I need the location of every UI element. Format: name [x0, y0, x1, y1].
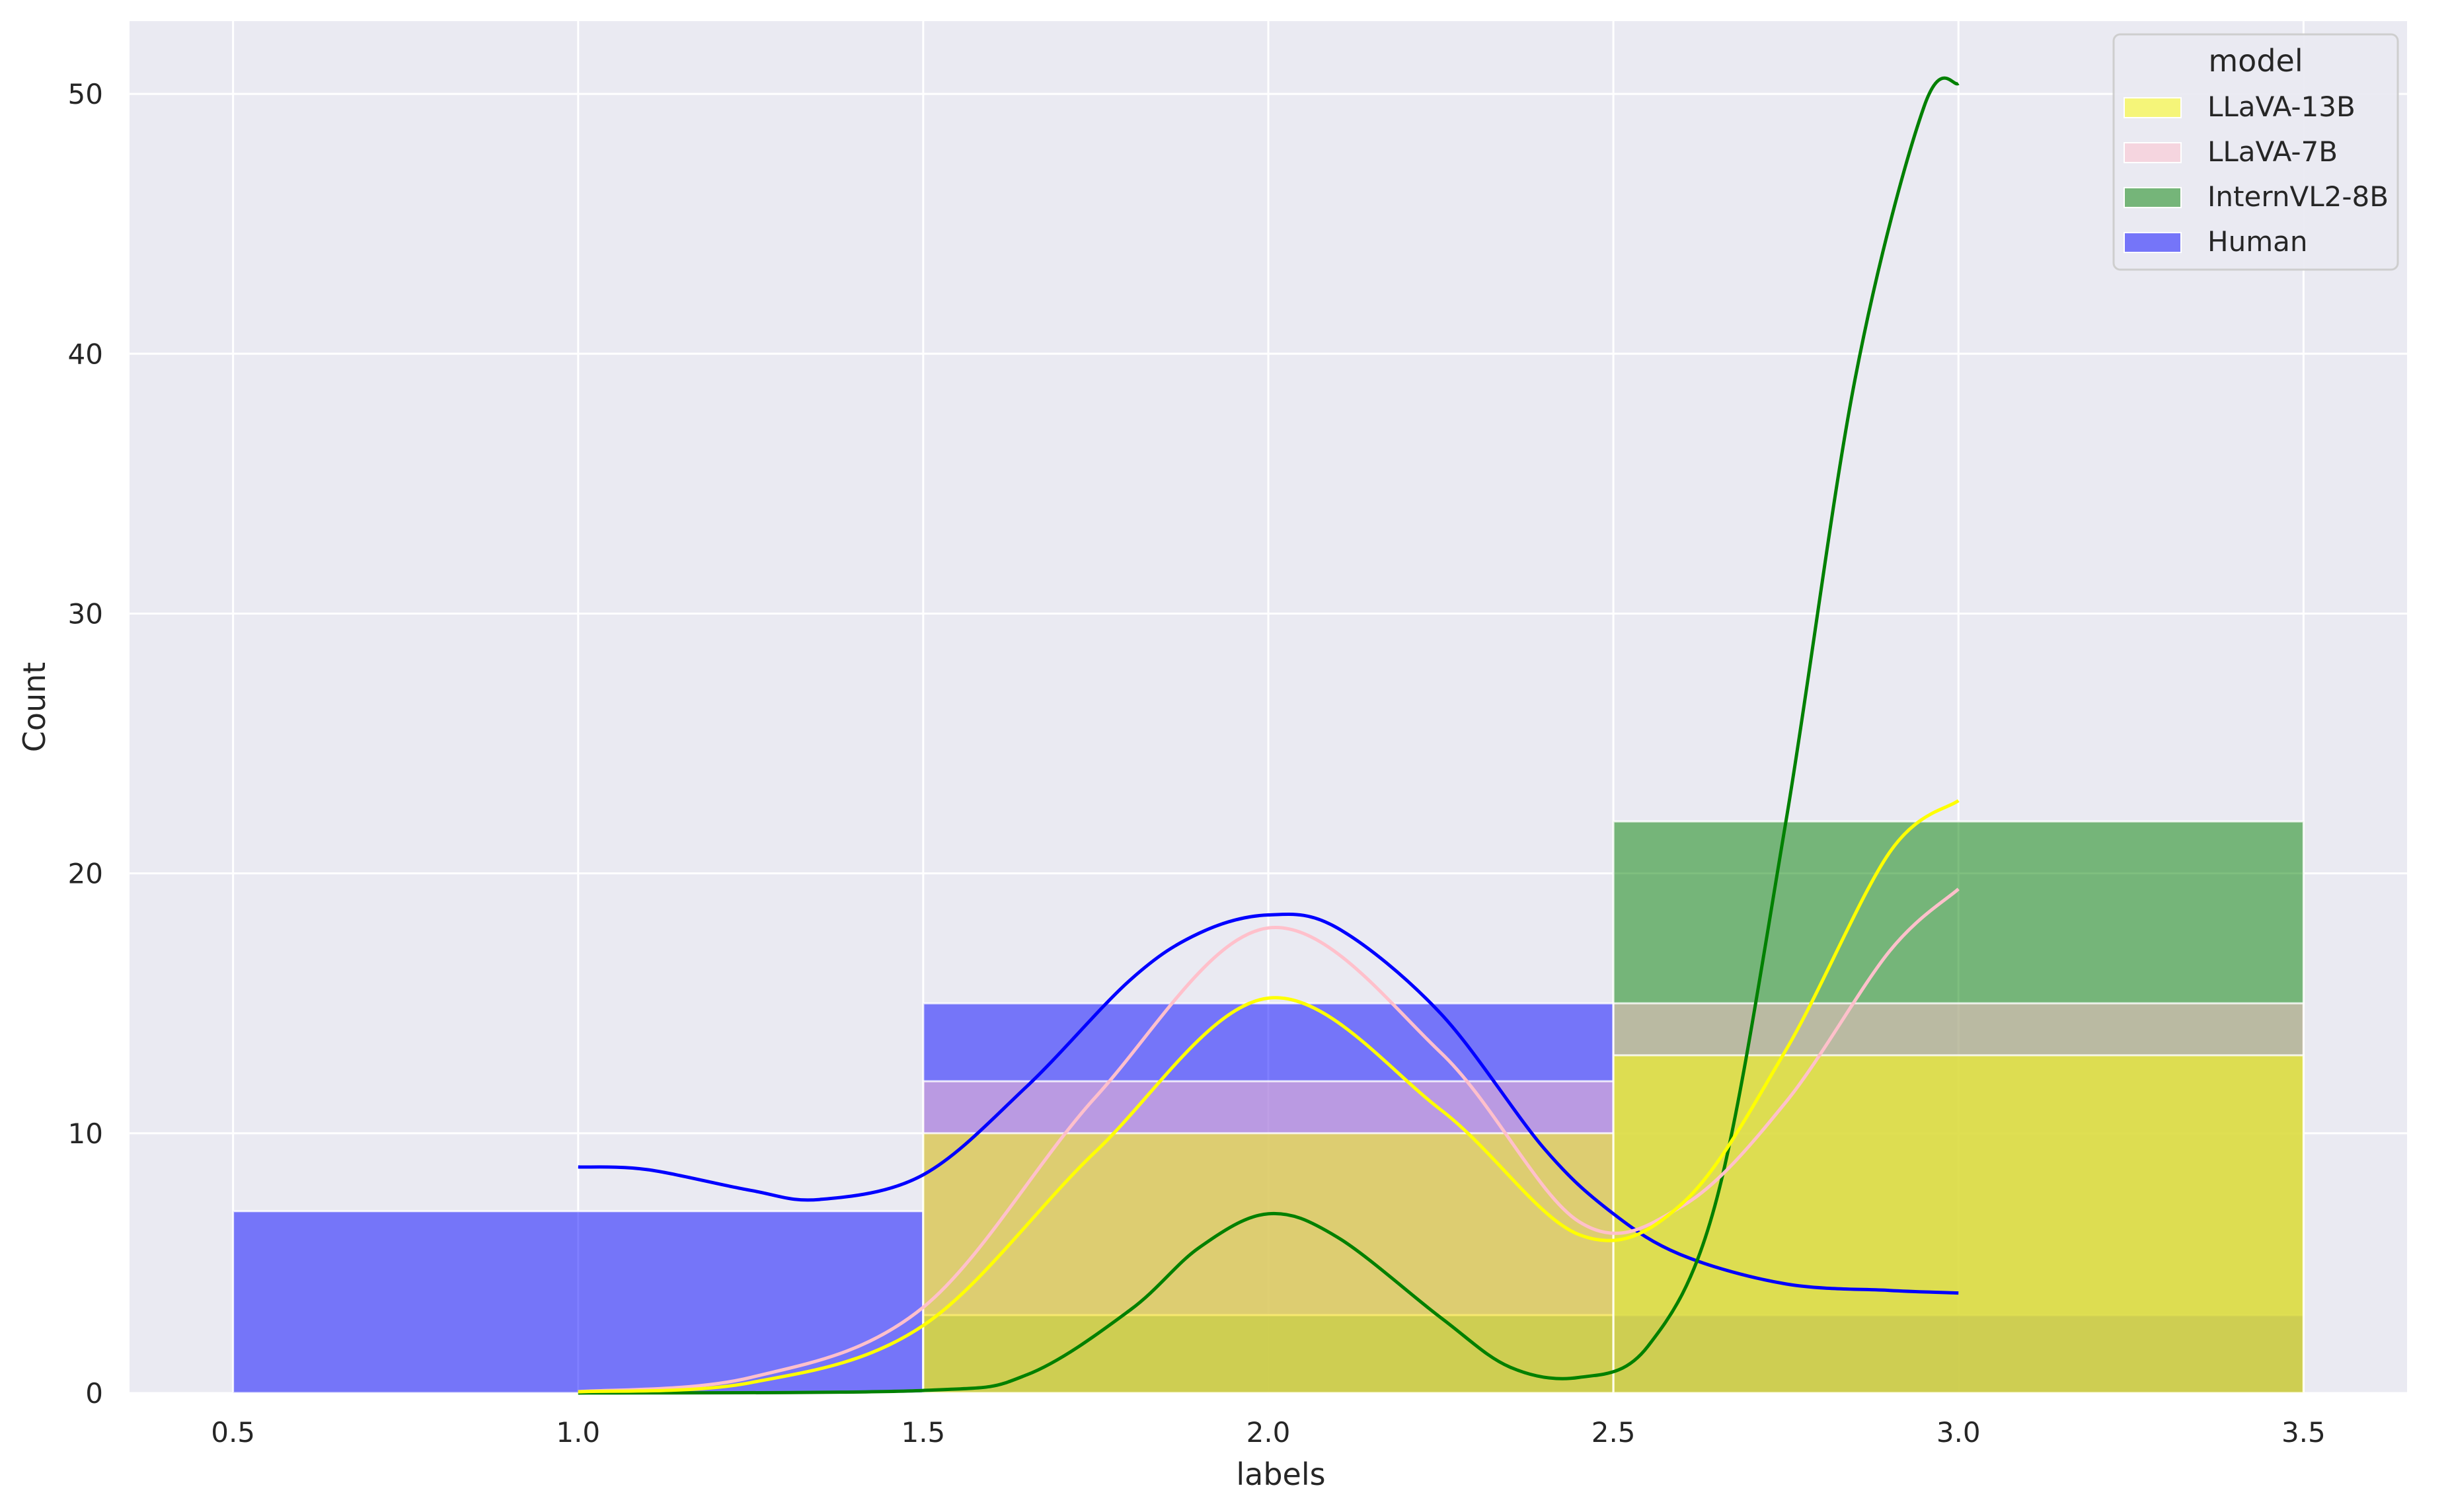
x-axis-ticks: 0.5 1.0 1.5 2.0 2.5 3.0 3.5 [211, 1416, 2326, 1449]
kde-line-llava-13b [578, 799, 1960, 1394]
legend: model LLaVA-13B LLaVA-7B InternVL2-8B Human [2112, 33, 2399, 271]
bar-llava-13b [922, 1132, 1615, 1394]
x-tick-label: 3.5 [2281, 1416, 2326, 1449]
y-tick-label: 30 [68, 597, 103, 630]
legend-swatch [2124, 142, 2182, 163]
legend-label: LLaVA-13B [2207, 91, 2356, 123]
legend-label: InternVL2-8B [2207, 180, 2389, 213]
y-tick-label: 40 [68, 338, 103, 370]
x-axis-label: labels [1236, 1456, 1325, 1492]
x-tick-label: 1.0 [556, 1416, 600, 1449]
y-tick-label: 50 [68, 78, 103, 110]
legend-label: Human [2207, 225, 2307, 258]
legend-box [2112, 33, 2399, 271]
legend-swatch [2124, 97, 2182, 118]
legend-items: LLaVA-13B LLaVA-7B InternVL2-8B Human [2124, 91, 2389, 258]
x-tick-label: 2.0 [1246, 1416, 1291, 1449]
x-tick-label: 3.0 [1936, 1416, 1981, 1449]
histogram-bars [232, 820, 2305, 1394]
x-tick-label: 0.5 [211, 1416, 255, 1449]
y-axis-label: Count [17, 662, 52, 753]
legend-swatch [2124, 232, 2182, 253]
y-tick-label: 10 [68, 1117, 103, 1150]
legend-swatch [2124, 187, 2182, 208]
x-tick-label: 2.5 [1591, 1416, 1636, 1449]
legend-label: LLaVA-7B [2207, 135, 2338, 168]
kde-line-llava-7b [578, 888, 1960, 1394]
bar-human [232, 1210, 925, 1394]
x-tick-label: 1.5 [901, 1416, 945, 1449]
y-tick-label: 0 [85, 1377, 103, 1410]
kde-curves [578, 76, 1960, 1395]
bar-llava-13b [1612, 1054, 2305, 1394]
y-tick-label: 20 [68, 858, 103, 890]
y-axis-ticks: 0 10 20 30 40 50 [68, 78, 103, 1410]
kde-line-internvl2-8b [578, 76, 1960, 1395]
legend-title: model [2208, 43, 2303, 79]
